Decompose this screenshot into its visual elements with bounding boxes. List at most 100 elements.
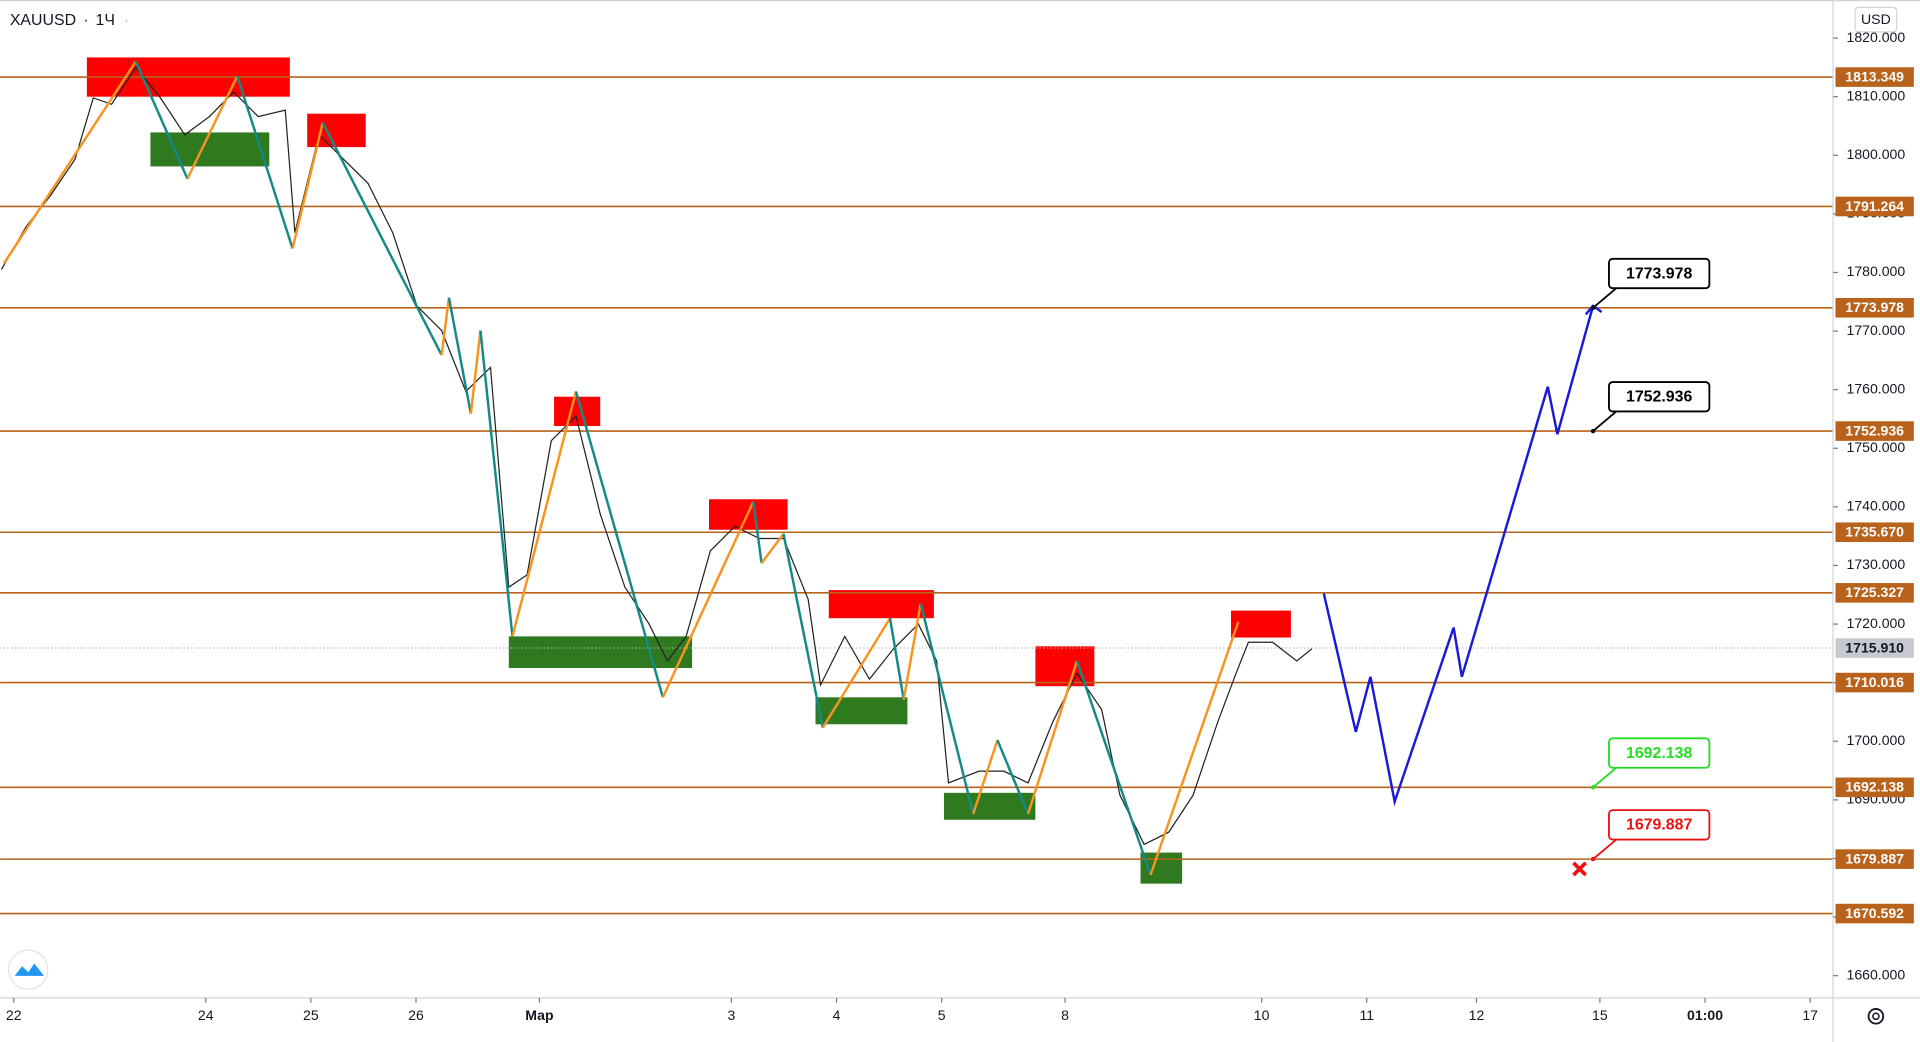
zigzag-segment bbox=[321, 121, 443, 356]
x-tick-label: 25 bbox=[303, 1007, 319, 1023]
annotation-anchor bbox=[1590, 305, 1596, 310]
annotation-box bbox=[1608, 737, 1711, 769]
x-tick-label: Мар bbox=[525, 1007, 554, 1023]
zigzag-segment bbox=[972, 739, 999, 815]
zigzag-segment bbox=[888, 618, 905, 700]
zigzag-segment bbox=[291, 122, 324, 249]
y-tick-label: 1720.000 bbox=[1846, 615, 1905, 631]
level-label-box bbox=[1835, 297, 1914, 318]
x-tick-label: 01:00 bbox=[1687, 1007, 1723, 1023]
level-label: 1791.264 bbox=[1845, 198, 1904, 214]
y-tick-label: 1800.000 bbox=[1846, 146, 1905, 162]
level-label-box bbox=[1835, 849, 1914, 869]
annotation-label: 1752.936 bbox=[1626, 389, 1692, 406]
zigzag-segment bbox=[902, 603, 922, 700]
y-tick-label: 1740.000 bbox=[1846, 498, 1905, 514]
annotation-pointer bbox=[1592, 838, 1617, 860]
x-tick-label: 3 bbox=[727, 1007, 735, 1023]
annotation-pointer bbox=[1592, 767, 1617, 789]
level-label: 1670.592 bbox=[1845, 905, 1904, 921]
zigzag-segment bbox=[919, 603, 975, 815]
level-label-box bbox=[1835, 672, 1914, 693]
annotation-anchor bbox=[1590, 785, 1596, 790]
level-label: 1813.349 bbox=[1845, 68, 1904, 84]
y-tick-label: 1770.000 bbox=[1846, 322, 1905, 338]
symbol[interactable]: XAUUSD bbox=[10, 12, 76, 29]
settings-icon[interactable] bbox=[1867, 1008, 1885, 1025]
annotation-label: 1773.978 bbox=[1626, 265, 1692, 282]
zigzag-segment bbox=[1075, 660, 1152, 876]
y-tick-label: 1810.000 bbox=[1846, 87, 1905, 103]
projection-path bbox=[1322, 305, 1595, 807]
zigzag-segment bbox=[511, 391, 578, 637]
zigzag-segment bbox=[574, 391, 665, 698]
level-label-box bbox=[1835, 196, 1914, 217]
annotation-anchor bbox=[1590, 428, 1596, 434]
zigzag-segment bbox=[821, 617, 892, 729]
level-label: 1710.016 bbox=[1845, 674, 1904, 690]
level-label: 1735.670 bbox=[1845, 524, 1904, 540]
zigzag-segment bbox=[752, 501, 763, 564]
currency[interactable]: USD bbox=[1861, 11, 1891, 27]
currency-box[interactable] bbox=[1854, 6, 1898, 33]
y-tick-label: 1750.000 bbox=[1846, 439, 1905, 455]
level-label: 1692.138 bbox=[1845, 779, 1904, 795]
annotation-pointer bbox=[1592, 287, 1617, 309]
zigzag-segment bbox=[1149, 621, 1240, 876]
y-tick-label: 1760.000 bbox=[1846, 380, 1905, 396]
x-tick-label: 12 bbox=[1469, 1007, 1485, 1023]
last-price-label-box bbox=[1835, 638, 1914, 658]
level-label: 1773.978 bbox=[1845, 299, 1904, 315]
x-tick-label: 17 bbox=[1802, 1007, 1818, 1023]
zigzag-segment bbox=[661, 501, 755, 698]
x-tick-label: 24 bbox=[198, 1007, 214, 1023]
x-tick-label: 15 bbox=[1592, 1007, 1608, 1023]
level-label-box bbox=[1835, 777, 1914, 798]
y-tick-label: 1700.000 bbox=[1846, 732, 1905, 748]
x-tick-label: 10 bbox=[1254, 1007, 1270, 1023]
x-tick-label: 26 bbox=[408, 1007, 424, 1023]
zigzag-segment bbox=[236, 75, 294, 249]
logo[interactable] bbox=[7, 949, 49, 990]
zigzag-segment bbox=[469, 330, 482, 414]
y-tick-label: 1730.000 bbox=[1846, 556, 1905, 572]
zone-supply bbox=[1035, 646, 1095, 687]
zigzag-segment bbox=[447, 297, 473, 414]
zone-demand bbox=[815, 697, 908, 725]
last-price-label: 1715.910 bbox=[1845, 639, 1904, 655]
zigzag-segment bbox=[479, 330, 514, 637]
level-label: 1725.327 bbox=[1845, 584, 1904, 600]
zone-supply bbox=[1231, 610, 1291, 638]
zigzag-segment bbox=[996, 739, 1030, 815]
level-label-box bbox=[1835, 522, 1914, 543]
zigzag-segment bbox=[440, 297, 451, 356]
level-label-box bbox=[1835, 67, 1914, 87]
x-tick-label: 5 bbox=[938, 1007, 946, 1023]
level-label-box bbox=[1835, 583, 1914, 603]
annotation-box bbox=[1608, 809, 1711, 841]
zone-supply bbox=[307, 113, 366, 148]
level-label-box bbox=[1835, 421, 1914, 441]
x-tick-label: 8 bbox=[1061, 1007, 1069, 1023]
plot-area: 1773.978 1752.936 1692.138 1679.887 bbox=[0, 57, 1834, 915]
zigzag-segment bbox=[134, 61, 189, 180]
y-tick-label: 1660.000 bbox=[1846, 966, 1905, 982]
level-label: 1752.936 bbox=[1845, 422, 1904, 438]
y-tick-label: 1820.000 bbox=[1846, 29, 1905, 45]
annotation-label: 1679.887 bbox=[1626, 817, 1692, 834]
level-label-box bbox=[1835, 903, 1914, 924]
zigzag-segment bbox=[782, 533, 825, 729]
x-tick-label: 22 bbox=[6, 1007, 22, 1023]
zone-demand bbox=[1140, 852, 1183, 884]
separator: · bbox=[124, 12, 129, 29]
annotation-box bbox=[1608, 257, 1711, 290]
separator: · bbox=[83, 12, 88, 29]
annotation-anchor bbox=[1590, 856, 1596, 862]
y-tick-label: 1780.000 bbox=[1846, 263, 1905, 279]
zigzag-segment bbox=[186, 75, 239, 180]
interval[interactable]: 1Ч bbox=[96, 12, 115, 29]
annotation-pointer bbox=[1592, 410, 1617, 432]
x-tick-label: 11 bbox=[1359, 1007, 1374, 1023]
